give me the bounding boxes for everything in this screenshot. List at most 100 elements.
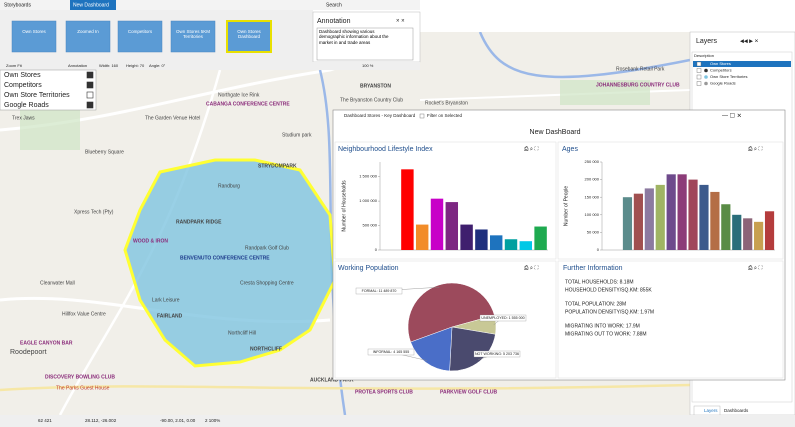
storyboard-label[interactable]: Zoomed In xyxy=(77,29,99,34)
bar xyxy=(504,239,518,250)
chart-title: Working Population xyxy=(338,265,399,272)
layers-title: Layers xyxy=(696,38,718,45)
panel-controls[interactable]: ◀◀ ▶ ✕ xyxy=(740,38,759,44)
layer-item[interactable]: Google Roads xyxy=(4,102,49,109)
chart-title: Neighbourhood Lifestyle Index xyxy=(338,146,433,153)
checkbox[interactable] xyxy=(696,81,702,86)
map-label: PROTEA SPORTS CLUB xyxy=(355,389,413,395)
tab-label[interactable]: Dashboards xyxy=(724,408,749,413)
close-button[interactable]: × × xyxy=(396,19,405,25)
map-label: Roodepoort xyxy=(10,349,47,356)
map-label: Studium park xyxy=(282,132,312,138)
storyboard-label[interactable]: Competitors xyxy=(127,29,153,34)
filter-label[interactable]: Filter on Selected xyxy=(427,113,463,118)
map-label: BRYANSTON xyxy=(360,83,391,89)
toolbar xyxy=(0,0,420,10)
checkbox[interactable] xyxy=(696,68,702,73)
tool[interactable]: Height: 70 xyxy=(126,63,145,68)
map-label: Clearwater Mall xyxy=(40,280,75,286)
storyboard-label[interactable]: Own Stores 5KM Territories xyxy=(175,29,210,40)
info-line: TOTAL HOUSEHOLDS: 8.18M xyxy=(565,279,634,285)
y-tick-label: 100 000 xyxy=(585,212,600,217)
y-tick-label: 1 000 000 xyxy=(359,198,378,203)
checkbox[interactable] xyxy=(419,113,425,119)
bar xyxy=(754,221,764,250)
map-label: AUCKLAND PARK xyxy=(310,377,354,383)
tool[interactable]: 100 % xyxy=(362,63,374,68)
annotation-text-box: Dashboard showing various demographic in… xyxy=(319,29,389,45)
layer-name[interactable]: Competitors xyxy=(710,68,732,73)
bar xyxy=(633,193,643,250)
checkbox[interactable] xyxy=(696,74,702,80)
map-label: STRYDOMPARK xyxy=(258,163,297,169)
y-tick-label: 500 000 xyxy=(363,223,378,228)
tool[interactable]: Annotation xyxy=(68,63,87,68)
map-label: Lark Leisure xyxy=(152,297,180,303)
annotation-box[interactable] xyxy=(316,27,414,61)
panel-title: Further Information xyxy=(563,265,623,272)
storyboard[interactable] xyxy=(65,20,111,53)
storyboard[interactable] xyxy=(226,20,272,53)
road xyxy=(0,383,691,392)
status-coords: 28.112, -26.002 xyxy=(85,418,117,423)
label-box xyxy=(355,287,403,295)
info-line: MIGRATING OUT TO WORK: 7.88M xyxy=(565,331,647,337)
layer-icon xyxy=(86,71,94,79)
y-tick-label: 0 xyxy=(597,247,600,252)
layer-name[interactable]: Google Roads xyxy=(710,81,736,86)
dashboard-title: New DashBoard xyxy=(530,129,581,136)
storyboard-label[interactable]: Own Stores Dashboard xyxy=(237,29,261,40)
slice-label: UNEMPLOYED: 1 555 000 xyxy=(481,316,524,320)
pie-slice xyxy=(410,326,453,372)
bar xyxy=(401,169,414,250)
panel-icons[interactable]: ⎙ ⌕ ⛶ xyxy=(524,146,539,152)
annotation-toolbar xyxy=(0,62,420,70)
panel-icons[interactable]: ⎙ ⌕ ⛶ xyxy=(748,146,763,152)
highway xyxy=(478,31,691,79)
layer-item[interactable]: Own Stores xyxy=(4,72,41,79)
layer-icon xyxy=(704,62,708,66)
layer-item[interactable]: Competitors xyxy=(4,82,42,89)
layer-name[interactable]: Own Stores xyxy=(710,61,731,66)
storyboard-label[interactable]: Own Stores xyxy=(22,29,46,34)
tool[interactable]: Zoom Fit xyxy=(6,63,23,68)
panel xyxy=(557,260,784,379)
panel-icons[interactable]: ⎙ ⌕ ⛶ xyxy=(524,265,539,271)
y-tick-label: 150 000 xyxy=(585,194,600,199)
map-label: Northgate Ice Rink xyxy=(218,92,260,98)
search[interactable]: Search xyxy=(326,2,342,8)
bar xyxy=(688,179,698,250)
map-label: NORTHCLIFF xyxy=(250,346,282,352)
layer-icon xyxy=(86,81,94,89)
window-header xyxy=(420,0,795,32)
storyboard[interactable] xyxy=(11,20,57,53)
bar xyxy=(721,204,731,250)
app-title: Storyboards xyxy=(4,2,31,8)
storyboard[interactable] xyxy=(117,20,163,53)
tool[interactable]: Angle: 0° xyxy=(149,63,166,68)
layer-items: Own Stores Competitors Own Store Territori… xyxy=(4,71,94,109)
tab[interactable] xyxy=(70,0,116,10)
map-label: JOHANNESBURG COUNTRY CLUB xyxy=(596,82,680,88)
window-title: Dashboard Stores - Key Dashboard xyxy=(344,113,416,118)
panel-icons[interactable]: ⎙ ⌕ ⛶ xyxy=(748,265,763,271)
checkbox[interactable] xyxy=(696,61,702,67)
window-controls[interactable]: — ☐ ✕ xyxy=(722,113,742,120)
status-view: -90.00, 2.01, 0.00 xyxy=(160,418,196,423)
label-box xyxy=(479,314,527,322)
y-tick-label: 200 000 xyxy=(585,177,600,182)
park xyxy=(560,80,650,105)
layer-item[interactable]: Own Store Territories xyxy=(4,92,70,99)
map-label: EAGLE CANYON BAR xyxy=(20,340,73,346)
layer-name[interactable]: Own Store Territories xyxy=(710,74,748,79)
tab-label[interactable]: New Dashboard xyxy=(73,2,109,8)
storyboard[interactable] xyxy=(170,20,216,53)
tool[interactable]: Width: 160 xyxy=(99,63,119,68)
map-labels: Trex Jaws The Garden Venue Hotel Blueber… xyxy=(10,66,680,395)
territory[interactable] xyxy=(123,158,337,368)
tab-label[interactable]: Layers xyxy=(704,408,718,413)
bar xyxy=(475,229,488,250)
layer-icon xyxy=(86,91,94,99)
